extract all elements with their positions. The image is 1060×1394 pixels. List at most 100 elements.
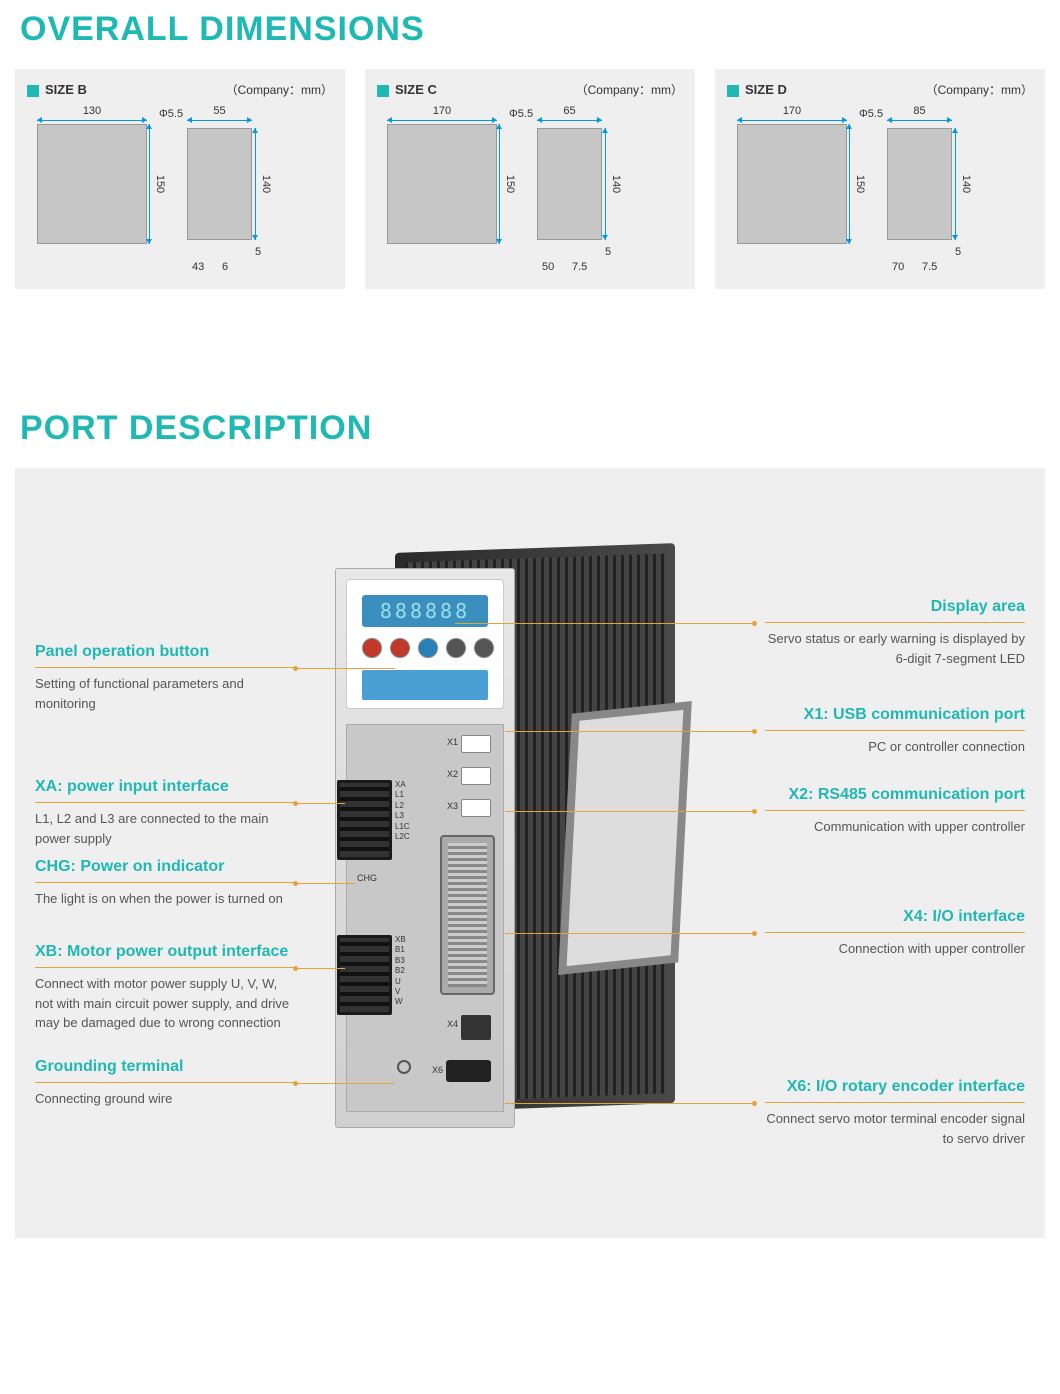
callout-title: X4: I/O interface bbox=[765, 908, 1025, 933]
dimension-header: SIZE C （Company：mm） bbox=[377, 81, 683, 98]
dim-arrow: 65 bbox=[537, 120, 602, 133]
size-name: SIZE B bbox=[45, 82, 87, 97]
leader-line bbox=[295, 968, 345, 969]
callout-title: X2: RS485 communication port bbox=[765, 786, 1025, 811]
front-view-box bbox=[37, 124, 147, 244]
x4-small-port bbox=[461, 1015, 491, 1040]
dimension-card: SIZE C （Company：mm） 170 65 150 140 Φ5.5 … bbox=[365, 69, 695, 289]
x4-connector bbox=[440, 835, 495, 995]
device-front-face: 888888 XAL1L2L3L1CL2C XBB1B3B2UVW bbox=[335, 568, 515, 1128]
up-button-icon bbox=[446, 638, 466, 658]
mode-button-icon bbox=[362, 638, 382, 658]
front-view-box bbox=[387, 124, 497, 244]
callout-left: Panel operation button Setting of functio… bbox=[35, 643, 295, 713]
device-control-panel: 888888 bbox=[346, 579, 504, 709]
pin-label: U bbox=[395, 977, 406, 987]
x6-port bbox=[446, 1060, 491, 1082]
section-title-port: PORT DESCRIPTION bbox=[0, 399, 1060, 458]
callout-title: X1: USB communication port bbox=[765, 706, 1025, 731]
callout-title: XB: Motor power output interface bbox=[35, 943, 295, 968]
ground-terminal-icon bbox=[397, 1060, 411, 1074]
phi-label: Φ5.5 bbox=[159, 108, 183, 120]
pin-label: L2 bbox=[395, 801, 410, 811]
dim-value: 43 bbox=[192, 261, 204, 273]
dim-arrow: 140 bbox=[255, 128, 256, 240]
x2-port bbox=[461, 767, 491, 785]
callout-desc: Communication with upper controller bbox=[765, 817, 1025, 837]
callout-right: X1: USB communication port PC or controll… bbox=[765, 706, 1025, 757]
callout-right: X6: I/O rotary encoder interface Connect … bbox=[765, 1078, 1025, 1148]
dimension-drawing: 170 65 150 140 Φ5.5 5 50 7.5 bbox=[377, 106, 683, 276]
callout-left: CHG: Power on indicatorThe light is on w… bbox=[35, 858, 295, 909]
side-view-box bbox=[187, 128, 252, 240]
callout-title: Grounding terminal bbox=[35, 1058, 295, 1083]
dim-arrow: 150 bbox=[499, 124, 500, 244]
leader-line bbox=[295, 1083, 395, 1084]
dim-value: 5 bbox=[605, 246, 611, 258]
pin-label: XB bbox=[395, 935, 406, 945]
chg-label: CHG bbox=[357, 873, 377, 883]
x4-label: X4 bbox=[447, 1019, 458, 1029]
device-connector-area: XAL1L2L3L1CL2C XBB1B3B2UVW X1 X2 X3 X4 X… bbox=[346, 724, 504, 1112]
leader-line bbox=[295, 883, 355, 884]
dim-value: 5 bbox=[955, 246, 961, 258]
device-logo-strip bbox=[362, 670, 488, 700]
dim-arrow: 140 bbox=[955, 128, 956, 240]
dim-value: 5 bbox=[255, 246, 261, 258]
callout-title: X6: I/O rotary encoder interface bbox=[765, 1078, 1025, 1103]
callout-desc: Connecting ground wire bbox=[35, 1089, 295, 1109]
callout-right: X2: RS485 communication port Communicatio… bbox=[765, 786, 1025, 837]
leader-line bbox=[505, 731, 755, 732]
callout-desc: Servo status or early warning is display… bbox=[765, 629, 1025, 668]
dim-arrow: 130 bbox=[37, 120, 147, 133]
dim-arrow: 150 bbox=[149, 124, 150, 244]
phi-label: Φ5.5 bbox=[859, 108, 883, 120]
x1-port bbox=[461, 735, 491, 753]
pin-label: B3 bbox=[395, 956, 406, 966]
pin-label: L1 bbox=[395, 790, 410, 800]
callout-left: XA: power input interfaceL1, L2 and L3 a… bbox=[35, 778, 295, 848]
dim-value: 6 bbox=[222, 261, 228, 273]
dimension-card: SIZE D （Company：mm） 170 85 150 140 Φ5.5 … bbox=[715, 69, 1045, 289]
dimension-header: SIZE B （Company：mm） bbox=[27, 81, 333, 98]
dim-value: 7.5 bbox=[572, 261, 587, 273]
xa-terminal-block bbox=[337, 780, 392, 860]
port-diagram: 888888 XAL1L2L3L1CL2C XBB1B3B2UVW bbox=[15, 468, 1045, 1238]
x6-label: X6 bbox=[432, 1065, 443, 1075]
callout-desc: Connect servo motor terminal encoder sig… bbox=[765, 1109, 1025, 1148]
front-view-box bbox=[737, 124, 847, 244]
dim-value: 50 bbox=[542, 261, 554, 273]
dim-arrow: 170 bbox=[737, 120, 847, 133]
set-button-icon bbox=[390, 638, 410, 658]
unit-label: （Company：mm） bbox=[226, 81, 333, 98]
panel-buttons bbox=[362, 638, 494, 658]
dimensions-row: SIZE B （Company：mm） 130 55 150 140 Φ5.5 … bbox=[0, 59, 1060, 319]
pin-label: L1C bbox=[395, 822, 410, 832]
left-button-icon bbox=[418, 638, 438, 658]
unit-label: （Company：mm） bbox=[926, 81, 1033, 98]
pin-label: L2C bbox=[395, 832, 410, 842]
x1-label: X1 bbox=[447, 737, 458, 747]
dim-arrow: 85 bbox=[887, 120, 952, 133]
callout-left: Grounding terminal Connecting ground wire bbox=[35, 1058, 295, 1109]
dim-arrow: 140 bbox=[605, 128, 606, 240]
xb-terminal-block bbox=[337, 935, 392, 1015]
callout-desc: PC or controller connection bbox=[765, 737, 1025, 757]
phi-label: Φ5.5 bbox=[509, 108, 533, 120]
servo-driver-device: 888888 XAL1L2L3L1CL2C XBB1B3B2UVW bbox=[335, 548, 675, 1128]
x2-label: X2 bbox=[447, 769, 458, 779]
size-name: SIZE C bbox=[395, 82, 437, 97]
callout-left: XB: Motor power output interfaceConnect … bbox=[35, 943, 295, 1033]
callout-title: Panel operation button bbox=[35, 643, 295, 668]
dim-arrow: 150 bbox=[849, 124, 850, 244]
dim-arrow: 170 bbox=[387, 120, 497, 133]
unit-label: （Company：mm） bbox=[576, 81, 683, 98]
callout-desc: Setting of functional parameters and mon… bbox=[35, 674, 295, 713]
side-view-box bbox=[887, 128, 952, 240]
x3-port bbox=[461, 799, 491, 817]
pin-label: B2 bbox=[395, 966, 406, 976]
leader-line bbox=[505, 1103, 755, 1104]
section-title-dimensions: OVERALL DIMENSIONS bbox=[0, 0, 1060, 59]
dim-value: 7.5 bbox=[922, 261, 937, 273]
x3-label: X3 bbox=[447, 801, 458, 811]
